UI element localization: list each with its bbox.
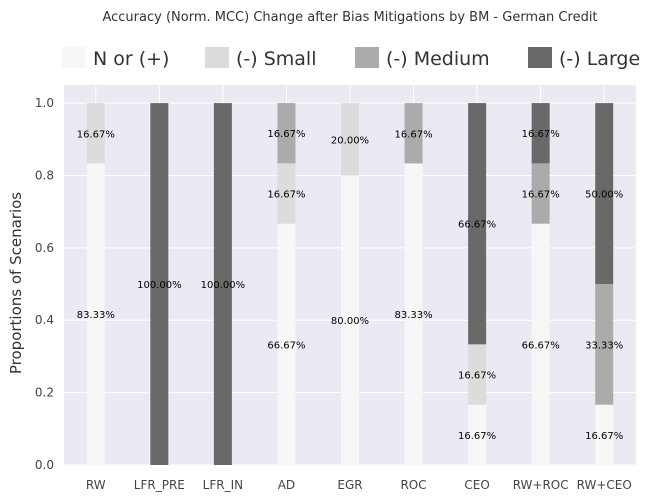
bar-segment bbox=[468, 344, 487, 405]
legend-label: N or (+) bbox=[93, 48, 169, 70]
bar-segment bbox=[404, 163, 423, 466]
x-tick-label: RW bbox=[86, 478, 106, 492]
bar-segment bbox=[404, 103, 423, 164]
legend-swatch bbox=[205, 47, 229, 68]
legend-label: (-) Small bbox=[236, 48, 317, 70]
data-label: 66.67% bbox=[522, 340, 560, 351]
data-label: 66.67% bbox=[267, 340, 305, 351]
legend-swatch bbox=[528, 47, 552, 68]
data-label: 16.67% bbox=[394, 129, 432, 140]
bar-segment bbox=[595, 404, 614, 465]
bar-segment bbox=[595, 103, 614, 285]
bar-segment bbox=[86, 103, 105, 164]
bar-segment bbox=[213, 103, 232, 465]
y-tick-label: 0.0 bbox=[35, 458, 54, 472]
bar-segment bbox=[341, 103, 359, 176]
y-tick-label: 0.8 bbox=[35, 168, 54, 182]
data-label: 16.67% bbox=[458, 431, 496, 442]
x-tick-label: LFR_IN bbox=[203, 478, 243, 492]
bar-segment bbox=[468, 103, 487, 345]
legend: N or (+) (-) Small (-) Medium (-) Large bbox=[62, 47, 640, 70]
x-tick-label: LFR_PRE bbox=[134, 478, 185, 492]
bars bbox=[86, 103, 614, 466]
data-label: 33.33% bbox=[585, 340, 623, 351]
y-tick-label: 0.2 bbox=[35, 386, 54, 400]
data-label: 66.67% bbox=[458, 220, 496, 231]
data-label: 16.67% bbox=[267, 190, 305, 201]
legend-label: (-) Large bbox=[559, 48, 640, 70]
data-label: 16.67% bbox=[458, 371, 496, 382]
bar-segment bbox=[595, 284, 614, 405]
bar-segment bbox=[531, 163, 550, 224]
y-axis-label: Proportions of Scenarios bbox=[7, 192, 25, 374]
legend-swatch bbox=[62, 47, 86, 68]
bar-segment bbox=[531, 223, 550, 465]
legend-label: (-) Medium bbox=[386, 48, 490, 70]
data-label: 80.00% bbox=[331, 316, 369, 327]
y-tick-label: 0.4 bbox=[35, 313, 54, 327]
bar-segment bbox=[277, 103, 296, 164]
data-label: 20.00% bbox=[331, 135, 369, 146]
data-label: 83.33% bbox=[394, 310, 432, 321]
x-tick-label: CEO bbox=[464, 478, 489, 492]
bar-segment bbox=[277, 223, 296, 465]
data-label: 16.67% bbox=[522, 129, 560, 140]
x-tick-label: AD bbox=[278, 478, 295, 492]
bar-segment bbox=[150, 103, 169, 465]
data-label: 100.00% bbox=[137, 280, 182, 291]
data-label: 50.00% bbox=[585, 190, 623, 201]
bar-segment bbox=[468, 404, 487, 465]
bar-segment bbox=[86, 163, 105, 466]
data-label: 16.67% bbox=[522, 190, 560, 201]
data-label: 16.67% bbox=[267, 129, 305, 140]
x-tick-label: RW+ROC bbox=[513, 478, 569, 492]
x-axis-ticks: RW LFR_PRE LFR_IN AD EGR ROC CEO RW+ROC RW+CEO bbox=[86, 478, 632, 492]
legend-swatch bbox=[355, 47, 379, 68]
bar-segment bbox=[341, 175, 359, 465]
x-tick-label: RW+CEO bbox=[577, 478, 632, 492]
data-label: 83.33% bbox=[77, 310, 115, 321]
bar-segment bbox=[531, 103, 550, 164]
data-labels: 83.33% 16.67% 100.00% 100.00% 66.67% 16.67% 16… bbox=[77, 129, 624, 442]
data-label: 16.67% bbox=[77, 129, 115, 140]
x-tick-label: ROC bbox=[400, 478, 426, 492]
y-tick-label: 1.0 bbox=[35, 96, 54, 110]
data-label: 100.00% bbox=[201, 280, 246, 291]
y-axis-ticks: 0.0 0.2 0.4 0.6 0.8 1.0 bbox=[35, 96, 54, 472]
y-tick-label: 0.6 bbox=[35, 241, 54, 255]
x-tick-label: EGR bbox=[337, 478, 362, 492]
bar-segment bbox=[277, 163, 296, 224]
chart-title: Accuracy (Norm. MCC) Change after Bias M… bbox=[102, 10, 597, 25]
data-label: 16.67% bbox=[585, 431, 623, 442]
